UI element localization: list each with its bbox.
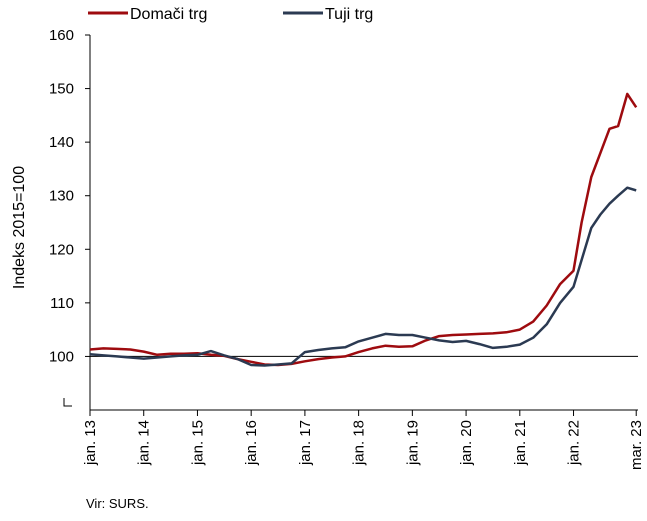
- x-tick-label: jan. 17: [297, 420, 314, 466]
- x-tick-label: mar. 23: [628, 420, 645, 470]
- y-axis-title: Indeks 2015=100: [11, 166, 28, 289]
- x-tick-label: jan. 21: [512, 420, 529, 466]
- y-tick-label: 110: [50, 295, 74, 312]
- axis-break-symbol: [63, 398, 72, 407]
- y-tick-label: 100: [49, 348, 74, 365]
- legend-label: Domači trg: [130, 6, 207, 23]
- x-tick-label: jan. 15: [189, 420, 206, 466]
- series-line-tuji-trg: [89, 186, 637, 367]
- y-tick-label: 150: [49, 81, 74, 98]
- y-tick-label: 140: [49, 134, 74, 151]
- legend: Domači trg Tuji trg: [88, 6, 373, 23]
- x-tick-label: jan. 19: [404, 420, 421, 466]
- source-note: Vir: SURS.: [86, 496, 149, 511]
- x-tick-label: jan. 22: [566, 420, 583, 466]
- plot-area: 160 150 140 130 120 110 100 Indeks 2015=100 jan.…: [11, 27, 645, 470]
- y-tick-label: 160: [49, 27, 74, 44]
- x-tick-label: jan. 13: [82, 420, 99, 466]
- y-tick-label: 130: [49, 188, 74, 205]
- x-tick-label: jan. 18: [351, 420, 368, 466]
- legend-label: Tuji trg: [325, 6, 373, 23]
- series-line-domaci-trg: [89, 92, 638, 367]
- y-tick-label: 120: [49, 241, 74, 258]
- x-tick-label: jan. 20: [458, 420, 475, 466]
- x-tick-label: jan. 16: [243, 420, 260, 466]
- x-tick-label: jan. 14: [136, 420, 153, 466]
